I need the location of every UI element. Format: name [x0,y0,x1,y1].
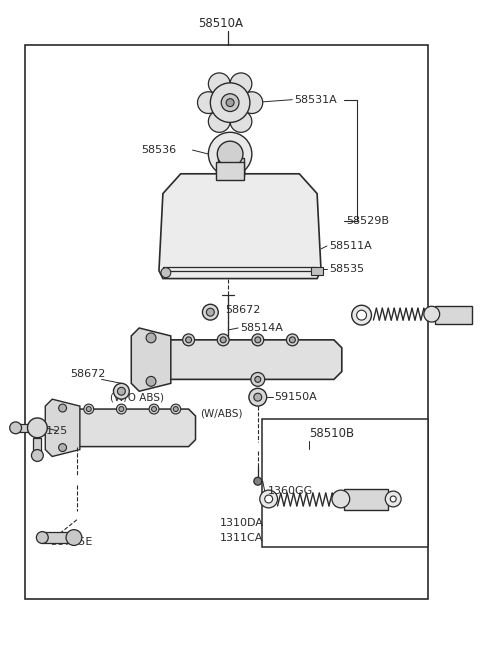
Circle shape [119,407,124,411]
Circle shape [424,307,440,322]
Text: 58125: 58125 [33,426,68,436]
Text: 58536: 58536 [141,145,176,155]
Bar [16,424,37,432]
PathPatch shape [131,328,171,391]
PathPatch shape [159,340,342,379]
Circle shape [171,404,180,414]
Circle shape [230,111,252,132]
Circle shape [10,422,22,434]
Text: 58510A: 58510A [199,17,243,30]
Circle shape [84,404,94,414]
Circle shape [197,92,219,113]
Circle shape [221,94,239,111]
Circle shape [32,449,43,461]
Text: 58514A: 58514A [240,323,283,333]
Circle shape [251,373,264,386]
Circle shape [332,490,350,508]
Bar [218,158,244,176]
PathPatch shape [67,409,195,447]
Circle shape [357,310,367,320]
Bar [435,307,472,324]
Bar [311,267,323,274]
Circle shape [217,334,229,346]
Text: 58672: 58672 [70,369,106,379]
Circle shape [390,496,396,502]
Circle shape [260,490,277,508]
Circle shape [352,305,372,325]
Text: 58531A: 58531A [294,95,337,105]
Circle shape [226,99,234,107]
Circle shape [210,83,250,122]
Circle shape [86,407,91,411]
Circle shape [208,111,230,132]
Circle shape [208,132,252,176]
Bar [262,419,428,548]
Text: (W/O ABS): (W/O ABS) [109,392,164,402]
Circle shape [289,337,295,343]
Bar [42,532,74,544]
PathPatch shape [45,399,80,457]
Circle shape [118,387,125,395]
PathPatch shape [159,174,321,278]
Circle shape [186,337,192,343]
Circle shape [146,333,156,343]
Circle shape [255,377,261,383]
Circle shape [173,407,178,411]
Circle shape [220,337,226,343]
Circle shape [217,141,243,167]
Text: 58529B: 58529B [346,216,389,226]
Text: 58672: 58672 [225,305,261,315]
Circle shape [161,268,171,278]
Circle shape [287,334,298,346]
Text: 59150A: 59150A [275,392,317,402]
Bar [216,162,244,179]
Circle shape [183,334,194,346]
Text: (W/ABS): (W/ABS) [201,409,243,419]
Text: 58775E: 58775E [50,538,93,548]
Circle shape [117,404,126,414]
Circle shape [252,334,264,346]
Text: 58510B: 58510B [309,427,354,440]
Circle shape [149,404,159,414]
Text: 58511A: 58511A [329,241,372,251]
Circle shape [203,305,218,320]
Circle shape [264,495,273,503]
Circle shape [230,73,252,95]
Circle shape [66,530,82,546]
Circle shape [59,443,67,451]
Text: 1360GG: 1360GG [268,486,313,496]
Circle shape [146,377,156,386]
Circle shape [241,92,263,113]
Circle shape [113,383,129,399]
Circle shape [385,491,401,507]
Circle shape [59,404,67,412]
Circle shape [27,418,47,438]
Bar [34,438,41,455]
Circle shape [254,393,262,401]
Text: 1311CA: 1311CA [220,533,264,542]
Circle shape [249,388,267,406]
Bar [24,45,428,599]
Circle shape [208,73,230,95]
Bar [344,489,388,510]
Circle shape [255,337,261,343]
Circle shape [254,477,262,485]
Text: 1310DA: 1310DA [220,517,264,528]
Text: 58535: 58535 [329,264,364,274]
Circle shape [152,407,156,411]
Circle shape [36,532,48,544]
Circle shape [206,309,214,316]
